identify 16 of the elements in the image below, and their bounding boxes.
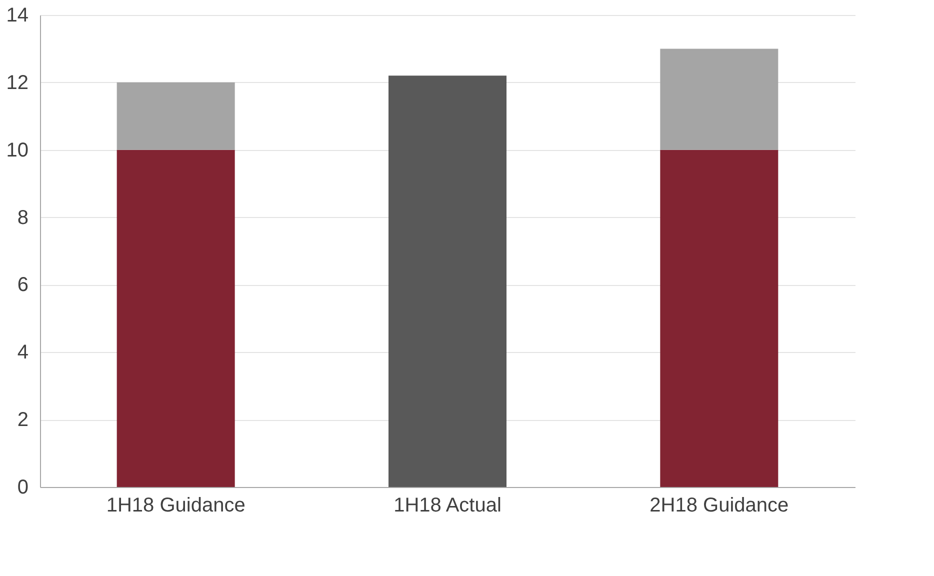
bar <box>660 150 778 487</box>
y-tick-label: 10 <box>6 139 28 162</box>
bar <box>116 150 235 487</box>
bar <box>116 82 235 150</box>
x-tick-label: 2H18 Guidance <box>650 494 789 516</box>
bar <box>660 48 778 150</box>
x-tick-label: 1H18 Guidance <box>106 494 246 516</box>
y-tick-label: 2 <box>17 409 28 432</box>
y-tick-label: 0 <box>17 476 28 498</box>
y-tick-label: 8 <box>17 206 28 229</box>
x-tick-label: 1H18 Actual <box>394 494 502 516</box>
y-tick-label: 14 <box>6 4 28 26</box>
y-tick-label: 12 <box>6 72 28 94</box>
bar <box>388 76 506 487</box>
y-tick-label: 6 <box>17 274 28 296</box>
y-tick-label: 4 <box>17 342 28 364</box>
